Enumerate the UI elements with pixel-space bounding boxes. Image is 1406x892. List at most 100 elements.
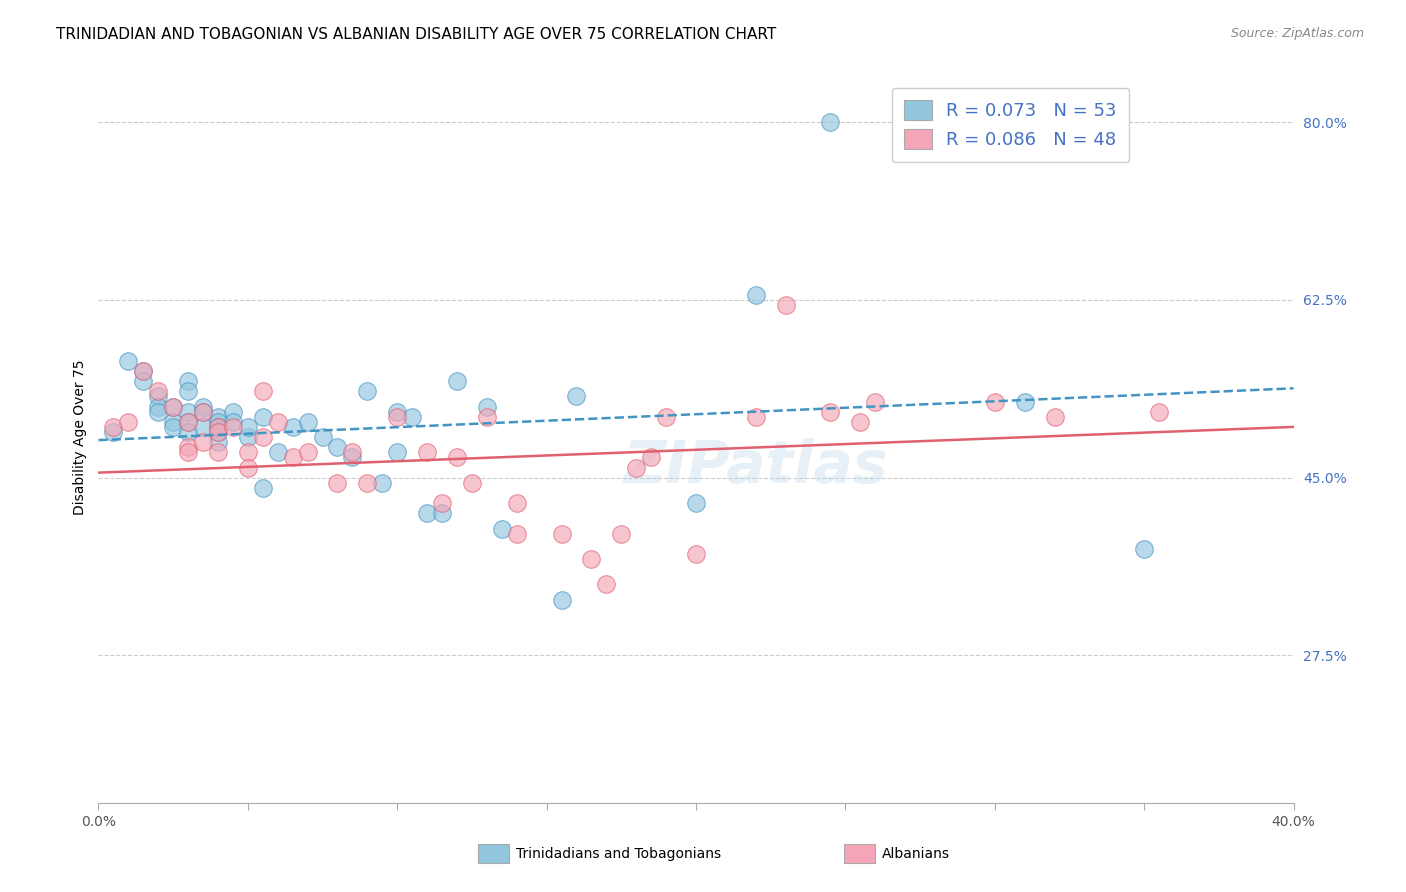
Point (207, 409, 229, 424)
Point (685, 547, 707, 561)
Point (252, 481, 274, 495)
Point (371, 475, 394, 490)
Point (162, 420, 184, 434)
Point (222, 405, 245, 419)
Text: Albanians: Albanians (882, 847, 949, 861)
Point (550, 526, 572, 541)
Point (207, 425, 229, 439)
Point (475, 400, 498, 414)
Legend: R = 0.073   N = 53, R = 0.086   N = 48: R = 0.073 N = 53, R = 0.086 N = 48 (891, 87, 1129, 161)
Point (745, 288, 768, 302)
Point (148, 389, 170, 403)
Point (385, 405, 409, 419)
Point (132, 364, 155, 378)
Point (416, 445, 439, 459)
Point (207, 415, 229, 429)
Point (610, 526, 633, 541)
Point (148, 405, 170, 419)
Point (162, 400, 184, 414)
Point (461, 475, 484, 490)
Point (236, 420, 259, 434)
Point (565, 389, 588, 403)
Point (252, 430, 274, 444)
Y-axis label: Disability Age Over 75: Disability Age Over 75 (73, 359, 87, 515)
Point (1147, 405, 1170, 419)
Point (984, 394, 1007, 409)
Point (385, 445, 409, 459)
Text: ZIPatlas: ZIPatlas (623, 438, 889, 495)
Point (236, 430, 259, 444)
Point (685, 496, 707, 510)
Point (191, 420, 214, 434)
Point (385, 409, 409, 424)
Point (103, 420, 125, 434)
Point (252, 409, 274, 424)
Point (162, 400, 184, 414)
Point (297, 445, 319, 459)
Point (506, 496, 529, 510)
Point (1014, 394, 1036, 409)
Point (416, 506, 439, 520)
Point (252, 384, 274, 399)
Text: Source: ZipAtlas.com: Source: ZipAtlas.com (1230, 27, 1364, 40)
Point (207, 445, 229, 459)
Point (177, 440, 200, 454)
Text: TRINIDADIAN AND TOBAGONIAN VS ALBANIAN DISABILITY AGE OVER 75 CORRELATION CHART: TRINIDADIAN AND TOBAGONIAN VS ALBANIAN D… (56, 27, 776, 42)
Point (581, 552, 603, 566)
Point (297, 415, 319, 429)
Point (775, 298, 797, 312)
Point (207, 420, 229, 434)
Point (342, 445, 364, 459)
Point (401, 409, 423, 424)
Point (117, 415, 139, 429)
Point (356, 475, 378, 490)
Point (491, 521, 513, 535)
Point (281, 450, 304, 465)
Point (326, 440, 349, 454)
Point (191, 435, 214, 450)
Text: Trinidadians and Tobagonians: Trinidadians and Tobagonians (516, 847, 721, 861)
Point (222, 420, 245, 434)
Point (191, 405, 214, 419)
Point (849, 415, 872, 429)
Point (356, 384, 378, 399)
Point (475, 409, 498, 424)
Point (177, 415, 200, 429)
Point (430, 506, 453, 520)
Point (177, 445, 200, 459)
Point (177, 415, 200, 429)
Point (207, 420, 229, 434)
Point (177, 405, 200, 419)
Point (326, 475, 349, 490)
Point (820, 115, 842, 129)
Point (236, 460, 259, 475)
Point (236, 445, 259, 459)
Point (550, 592, 572, 607)
Point (626, 460, 648, 475)
Point (745, 409, 768, 424)
Point (984, 115, 1007, 129)
Point (207, 425, 229, 439)
Point (506, 526, 529, 541)
Point (222, 415, 245, 429)
Point (177, 374, 200, 388)
Point (207, 435, 229, 450)
Point (446, 450, 468, 465)
Point (311, 430, 333, 444)
Point (162, 415, 184, 429)
Point (148, 384, 170, 399)
Point (595, 577, 617, 591)
Point (342, 450, 364, 465)
Point (132, 374, 155, 388)
Point (148, 400, 170, 414)
Point (640, 450, 662, 465)
Point (267, 415, 290, 429)
Point (117, 354, 139, 368)
Point (132, 364, 155, 378)
Point (191, 400, 214, 414)
Point (103, 425, 125, 439)
Point (865, 394, 887, 409)
Point (177, 425, 200, 439)
Point (267, 445, 290, 459)
Point (281, 420, 304, 434)
